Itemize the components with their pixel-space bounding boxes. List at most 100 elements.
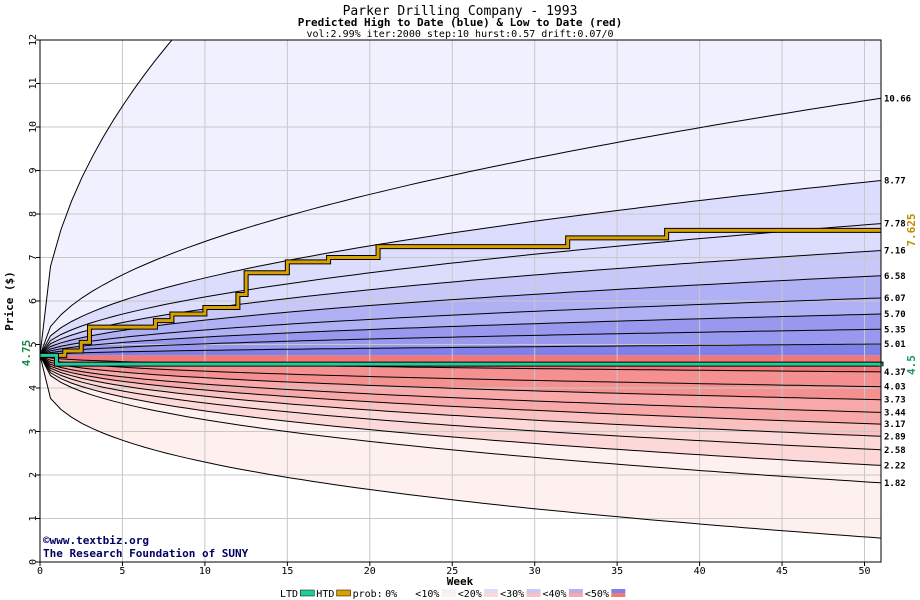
high-curve-8.77 xyxy=(40,180,881,356)
start-price-label: 4.75 xyxy=(20,340,33,367)
x-tick-label: 20 xyxy=(364,566,376,577)
high-curve-5.70 xyxy=(40,313,881,356)
legend-prob-swatch-red xyxy=(484,593,499,597)
low-band-9 xyxy=(40,355,881,539)
htd-end-label: 7.625 xyxy=(905,213,918,246)
x-tick-label: 50 xyxy=(858,566,870,577)
x-tick-label: 30 xyxy=(529,566,541,577)
legend: LTD HTD prob: 0% <10% <20% <30% <40% <50% xyxy=(280,589,626,600)
low-curve-2.22 xyxy=(40,355,881,466)
high-curve-6.58 xyxy=(40,275,881,356)
low-band-6 xyxy=(40,355,881,450)
legend-ltd-label: LTD xyxy=(280,589,298,600)
legend-prob-swatch-red xyxy=(611,593,626,597)
end-label-5.70: 5.70 xyxy=(884,310,906,320)
high-band-0 xyxy=(40,40,881,356)
y-tick-label: 4 xyxy=(28,385,39,391)
high-band-1 xyxy=(40,98,881,356)
low-band-3 xyxy=(40,355,881,413)
end-label-3.73: 3.73 xyxy=(884,396,906,406)
legend-prob-swatch-red xyxy=(441,593,456,597)
end-label-4.37: 4.37 xyxy=(884,368,906,378)
x-tick-label: 35 xyxy=(611,566,623,577)
high-curve-5.35 xyxy=(40,328,881,356)
x-tick-label: 5 xyxy=(119,566,125,577)
high-curve-7.78 xyxy=(40,223,881,356)
x-tick-label: 25 xyxy=(446,566,458,577)
end-label-2.58: 2.58 xyxy=(884,446,906,456)
end-label-3.44: 3.44 xyxy=(884,408,906,418)
y-tick-label: 7 xyxy=(28,254,39,260)
legend-prob-swatch-blue xyxy=(399,589,414,593)
legend-prob-swatch-blue xyxy=(568,589,583,593)
end-label-2.22: 2.22 xyxy=(884,461,906,471)
chart-subtitle: Predicted High to Date (blue) & Low to D… xyxy=(298,16,623,29)
legend-ltd-swatch xyxy=(300,589,315,597)
end-label-4.03: 4.03 xyxy=(884,383,906,393)
end-label-5.01: 5.01 xyxy=(884,340,906,350)
legend-prob-swatch-red xyxy=(568,593,583,597)
y-tick-label: 9 xyxy=(28,167,39,173)
high-band-5 xyxy=(40,275,881,356)
probability-bands xyxy=(40,40,881,539)
legend-prob-1: <10% xyxy=(415,589,439,600)
credit-website: ©www.textbiz.org xyxy=(43,534,149,547)
legend-prob-swatch-blue xyxy=(611,589,626,593)
legend-prob-0: 0% xyxy=(385,589,397,600)
low-curve-4.03 xyxy=(40,354,881,388)
legend-prob-swatch-red xyxy=(399,593,414,597)
low-band-1 xyxy=(40,355,881,387)
high-curve-10.66 xyxy=(40,97,881,356)
legend-prob-swatch-blue xyxy=(484,589,499,593)
x-axis-ticks: 0 5 10 15 20 25 30 35 40 45 50 xyxy=(37,562,871,577)
legend-prob-2: <20% xyxy=(458,589,482,600)
legend-prob-label: prob: xyxy=(353,589,383,600)
low-curve-2.58 xyxy=(40,355,881,451)
y-tick-label: 0 xyxy=(28,559,39,565)
ltd-end-label: 4.5 xyxy=(905,355,918,375)
end-label-6.07: 6.07 xyxy=(884,294,906,304)
y-tick-label: 1 xyxy=(28,515,39,521)
low-band-2 xyxy=(40,355,881,400)
low-curve-3.44 xyxy=(40,355,881,413)
outer-low-curve xyxy=(40,355,881,539)
high-curve-6.07 xyxy=(40,297,881,356)
y-tick-label: 8 xyxy=(28,211,39,217)
end-label-7.16: 7.16 xyxy=(884,247,906,257)
y-tick-label: 2 xyxy=(28,472,39,478)
low-curve-1.82 xyxy=(40,355,881,484)
high-band-9 xyxy=(40,344,881,356)
low-band-7 xyxy=(40,355,881,466)
low-curve-3.73 xyxy=(40,354,881,401)
x-tick-label: 40 xyxy=(694,566,706,577)
end-label-7.78: 7.78 xyxy=(884,220,906,230)
x-tick-label: 15 xyxy=(281,566,293,577)
x-axis-label: Week xyxy=(447,575,474,588)
y-axis-label: Price ($) xyxy=(3,271,16,331)
x-tick-label: 0 xyxy=(37,566,43,577)
htd-line xyxy=(40,228,881,357)
y-tick-label: 3 xyxy=(28,428,39,434)
high-band-3 xyxy=(40,223,881,356)
low-curve-2.89 xyxy=(40,355,881,437)
end-label-5.35: 5.35 xyxy=(884,325,906,335)
chart-title: Parker Drilling Company - 1993 xyxy=(343,4,578,19)
x-tick-label: 10 xyxy=(199,566,211,577)
end-label-6.58: 6.58 xyxy=(884,272,906,282)
end-label-8.77: 8.77 xyxy=(884,177,906,187)
low-band-8 xyxy=(40,355,881,483)
high-band-4 xyxy=(40,250,881,356)
credit-foundation: The Research Foundation of SUNY xyxy=(43,547,249,560)
end-label-10.66: 10.66 xyxy=(884,94,911,104)
high-band-2 xyxy=(40,180,881,356)
y-tick-label: 12 xyxy=(28,34,39,46)
y-tick-label: 11 xyxy=(28,77,39,89)
curve-end-labels: 10.66 8.77 7.78 7.16 6.58 6.07 5.70 5.35 5.01 4.3… xyxy=(884,94,911,489)
end-label-1.82: 1.82 xyxy=(884,479,906,489)
legend-prob-swatch-red xyxy=(526,593,541,597)
low-curve-3.17 xyxy=(40,355,881,425)
high-band-6 xyxy=(40,298,881,356)
legend-htd-label: HTD xyxy=(316,589,334,600)
